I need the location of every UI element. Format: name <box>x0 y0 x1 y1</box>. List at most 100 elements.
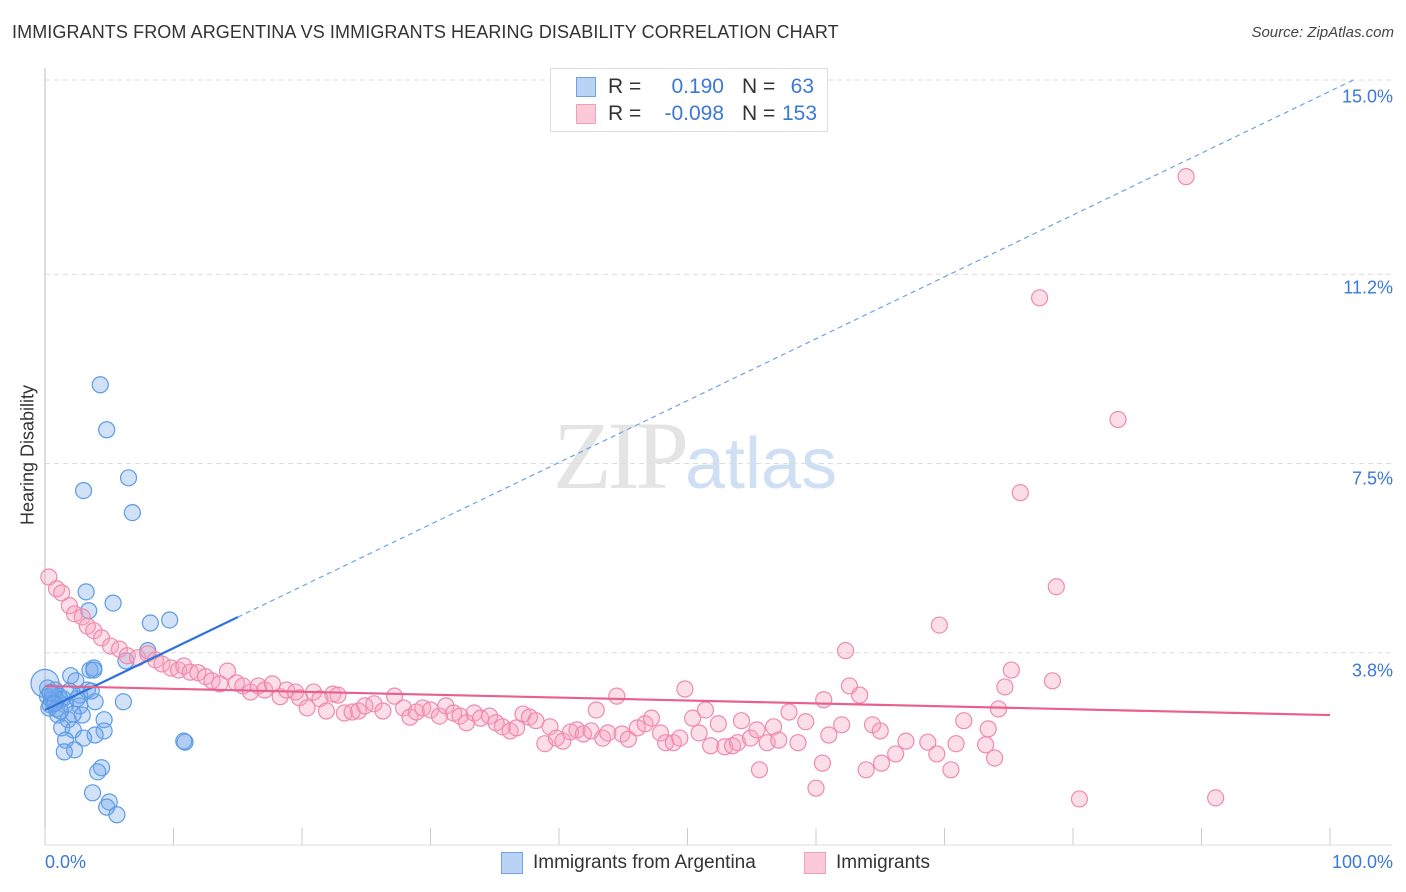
immigrants-point <box>175 657 193 675</box>
immigrants-point <box>153 655 171 673</box>
argentina-point <box>73 706 91 724</box>
legend-row-immigrants: R = -0.098 N = 153 <box>576 102 817 126</box>
immigrants-point <box>60 597 79 615</box>
immigrants-point <box>561 723 580 741</box>
immigrants-point <box>1030 289 1049 307</box>
immigrants-point <box>1207 789 1225 807</box>
argentina-point <box>141 614 159 632</box>
immigrants-point <box>789 734 807 752</box>
immigrants-point <box>587 701 605 719</box>
blue-swatch <box>501 852 523 874</box>
immigrants-point <box>702 737 720 755</box>
immigrants-point <box>651 724 670 742</box>
immigrants-point <box>271 688 289 706</box>
immigrants-point <box>1047 578 1065 596</box>
immigrants-point <box>385 687 404 705</box>
argentina-point <box>67 672 85 690</box>
immigrants-point <box>897 732 915 750</box>
immigrants-point <box>628 719 646 737</box>
argentina-point <box>74 482 93 500</box>
immigrants-point <box>594 729 612 747</box>
argentina-point <box>81 661 99 679</box>
pink-swatch <box>576 104 596 124</box>
argentina-point <box>77 583 95 601</box>
legend-label: Immigrants from Argentina <box>533 852 756 873</box>
immigrants-point <box>764 718 783 736</box>
immigrants-point <box>189 664 207 682</box>
immigrants-point <box>608 687 626 705</box>
argentina-point <box>161 611 179 629</box>
legend-item-argentina[interactable]: Immigrants from Argentina <box>501 852 756 874</box>
immigrants-point <box>955 712 973 730</box>
immigrants-point <box>851 686 869 704</box>
argentina-trend-line <box>44 616 239 711</box>
argentina-point <box>89 763 107 781</box>
immigrants-point <box>732 712 751 730</box>
immigrants-point <box>1070 790 1089 808</box>
immigrants-point <box>919 733 937 751</box>
immigrants-point <box>797 713 815 731</box>
immigrants-point <box>527 712 545 730</box>
immigrants-point <box>820 726 838 744</box>
y-tick-label: 3.8% <box>1351 660 1393 681</box>
immigrants-point <box>750 761 769 779</box>
immigrants-point <box>986 749 1004 767</box>
immigrants-point <box>729 734 747 752</box>
immigrants-point <box>928 745 946 763</box>
blue-swatch <box>576 77 596 97</box>
argentina-point <box>83 784 102 802</box>
immigrants-point <box>619 730 637 748</box>
argentina-point <box>85 661 103 679</box>
immigrants-point <box>871 722 889 740</box>
x-tick-label: 100.0% <box>1331 852 1393 872</box>
legend-label: Immigrants <box>836 852 930 873</box>
immigrants-point <box>1043 672 1062 690</box>
pink-swatch <box>804 852 826 874</box>
immigrants-point <box>507 719 526 737</box>
immigrants-point <box>374 702 392 720</box>
immigrants-point <box>394 699 413 717</box>
immigrants-point <box>365 695 383 713</box>
legend-row-argentina: R = 0.190 N = 63 <box>576 75 814 99</box>
argentina-point <box>91 376 109 394</box>
immigrants-point <box>430 707 449 725</box>
immigrants-point <box>709 715 727 733</box>
argentina-point <box>119 469 138 487</box>
n-label: N = <box>742 75 776 98</box>
argentina-point <box>41 683 59 702</box>
immigrants-point <box>887 745 905 763</box>
argentina-point <box>98 421 116 439</box>
r-value: 0.190 <box>671 75 724 98</box>
immigrants-point <box>1002 661 1020 679</box>
immigrants-point <box>696 701 715 719</box>
immigrants-point <box>942 761 960 779</box>
legend-item-immigrants[interactable]: Immigrants <box>804 852 930 874</box>
immigrants-point <box>1177 168 1195 186</box>
immigrants-point <box>676 680 694 698</box>
argentina-point <box>104 594 122 612</box>
immigrants-point <box>298 699 316 717</box>
immigrants-point <box>481 707 499 725</box>
y-tick-label: 15.0% <box>1341 86 1393 107</box>
source-label: Source: ZipAtlas.com <box>1251 24 1394 41</box>
immigrants-point <box>872 754 891 772</box>
immigrants-point <box>642 709 661 727</box>
immigrants-point <box>493 718 512 736</box>
argentina-point <box>114 693 132 711</box>
immigrants-point <box>218 662 237 680</box>
argentina-point <box>74 729 93 747</box>
stats-legend: R = 0.190 N = 63 R = -0.098 N = 153 <box>550 68 828 132</box>
immigrants-point <box>813 754 832 772</box>
watermark-zip: ZIP <box>553 402 689 509</box>
immigrants-point <box>1109 410 1127 429</box>
immigrants-trend-line <box>44 684 1331 717</box>
argentina-point <box>123 503 141 522</box>
y-tick-label: 7.5% <box>1351 468 1393 489</box>
n-value: 63 <box>790 75 814 98</box>
n-label: N = <box>742 102 776 125</box>
r-value: -0.098 <box>664 102 724 125</box>
argentina-point <box>176 733 194 751</box>
argentina-point <box>55 743 73 761</box>
